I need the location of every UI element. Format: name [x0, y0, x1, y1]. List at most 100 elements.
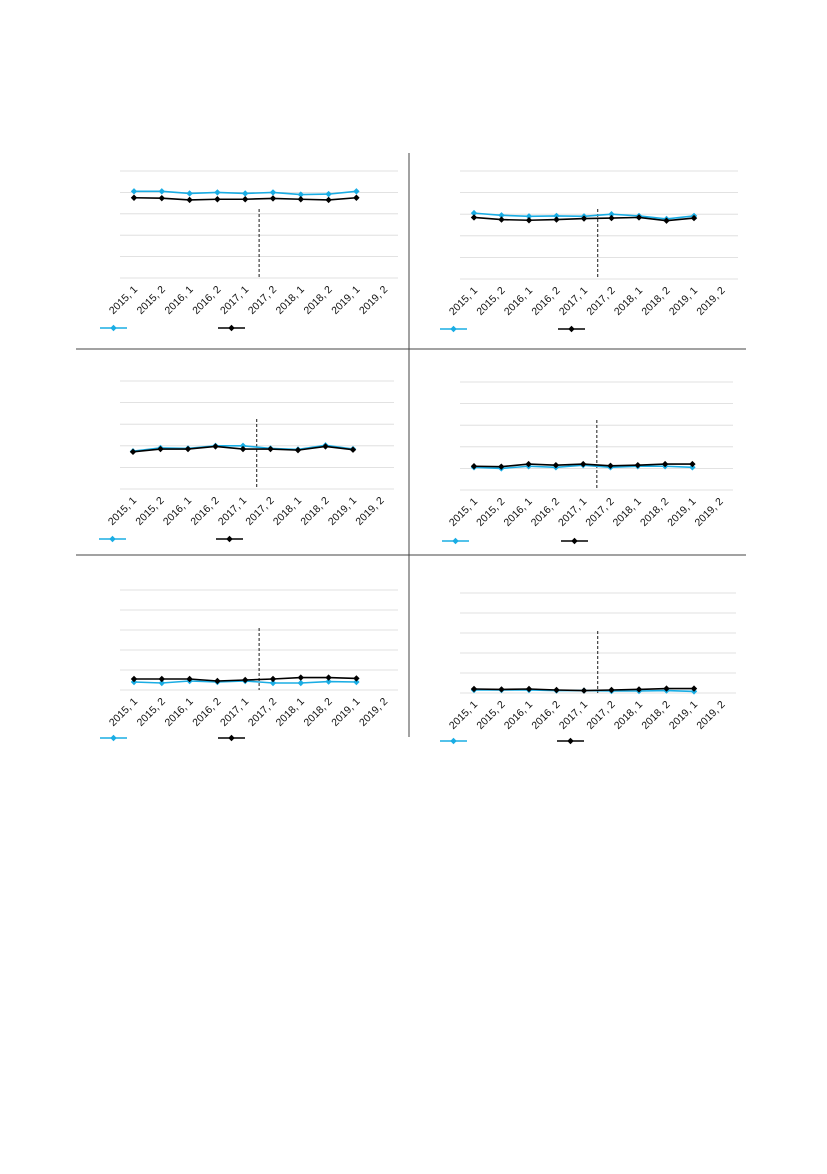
series-b-point-2 [498, 216, 505, 223]
series-b-point-5 [580, 460, 587, 468]
legend-swatch-a-marker [450, 737, 457, 745]
x-tick-label-2: 2015, 2 [474, 699, 507, 732]
x-tick-label-4: 2016, 2 [529, 699, 562, 732]
legend-swatch-b-marker [571, 537, 578, 545]
series-a-point-2 [158, 679, 165, 687]
series-b-point-9 [353, 675, 360, 682]
x-tick-label-8: 2018, 2 [639, 699, 672, 732]
x-tick-label-7: 2018, 1 [612, 699, 645, 732]
x-tick-label-6: 2017, 2 [246, 284, 279, 317]
x-tick-label-4: 2016, 2 [188, 495, 221, 528]
legend-swatch-b-marker [228, 324, 235, 332]
series-b-point-1 [470, 685, 478, 693]
series-b-point-4 [552, 461, 560, 469]
series-b-point-4 [214, 196, 221, 203]
series-b-point-4 [553, 686, 560, 694]
series-b-point-8 [325, 196, 332, 204]
x-tick-label-7: 2018, 1 [274, 696, 307, 729]
series-b-point-9 [689, 460, 696, 468]
x-tick-label-3: 2016, 1 [161, 495, 194, 528]
x-tick-label-5: 2017, 1 [218, 696, 251, 729]
x-tick-label-10: 2019, 2 [357, 284, 390, 317]
x-tick-label-1: 2015, 1 [107, 284, 140, 317]
x-tick-label-10: 2019, 2 [357, 696, 390, 729]
legend-swatch-b-marker [567, 737, 574, 745]
x-tick-label-4: 2016, 2 [529, 496, 562, 529]
x-tick-label-5: 2017, 1 [216, 495, 249, 528]
x-tick-label-3: 2016, 1 [501, 496, 534, 529]
x-tick-label-5: 2017, 1 [218, 284, 251, 317]
series-a-point-9 [353, 188, 360, 195]
series-b-point-5 [242, 196, 249, 203]
series-a-point-4 [214, 189, 221, 196]
series-b-point-8 [322, 443, 329, 450]
x-tick-label-5: 2017, 1 [557, 285, 590, 318]
legend-swatch-b-marker [228, 734, 235, 742]
series-b-point-9 [690, 685, 698, 692]
x-tick-label-8: 2018, 2 [301, 696, 334, 729]
series-b-point-8 [663, 685, 670, 692]
series-b-point-4 [214, 677, 221, 685]
series-b-point-8 [663, 217, 670, 224]
x-tick-label-6: 2017, 2 [246, 696, 279, 729]
series-b-point-9 [349, 446, 357, 453]
series-a-point-8 [325, 190, 332, 198]
x-tick-label-7: 2018, 1 [611, 496, 644, 529]
x-tick-label-6: 2017, 2 [584, 699, 617, 732]
x-tick-label-6: 2017, 2 [583, 496, 616, 529]
x-tick-label-7: 2018, 1 [612, 285, 645, 318]
series-b-point-4 [212, 443, 219, 450]
series-a-point-6 [608, 211, 615, 218]
x-tick-label-9: 2019, 1 [329, 696, 362, 729]
x-tick-label-9: 2019, 1 [665, 496, 698, 529]
legend-swatch-a-marker [450, 325, 457, 333]
series-b-point-2 [158, 194, 165, 202]
x-tick-label-2: 2015, 2 [474, 285, 507, 318]
series-b-point-8 [661, 460, 669, 468]
series-b-point-7 [294, 446, 302, 454]
x-tick-label-8: 2018, 2 [639, 285, 672, 318]
x-tick-label-3: 2016, 1 [162, 284, 195, 317]
series-a-point-8 [325, 678, 332, 685]
series-b-point-2 [157, 445, 164, 453]
x-tick-label-4: 2016, 2 [190, 284, 223, 317]
series-a-point-2 [498, 212, 505, 219]
x-tick-label-5: 2017, 1 [556, 496, 589, 529]
series-b-point-9 [353, 194, 360, 201]
x-tick-label-8: 2018, 2 [638, 496, 671, 529]
series-a-point-7 [297, 191, 304, 198]
x-tick-label-6: 2017, 2 [243, 495, 276, 528]
series-b-point-2 [498, 686, 505, 693]
x-tick-label-9: 2019, 1 [667, 285, 700, 318]
series-b-point-1 [130, 675, 138, 683]
series-a-point-3 [525, 213, 533, 220]
x-tick-label-10: 2019, 2 [694, 699, 727, 732]
series-b-point-1 [130, 194, 138, 201]
series-b-point-1 [129, 448, 137, 456]
x-tick-label-1: 2015, 1 [447, 496, 480, 529]
legend-swatch-b-marker [226, 535, 233, 543]
x-tick-label-1: 2015, 1 [447, 285, 480, 318]
series-b-point-5 [580, 687, 588, 694]
series-a-point-9 [689, 464, 696, 471]
series-b-point-9 [690, 214, 698, 222]
series-b-point-8 [325, 674, 332, 681]
series-a-point-1 [470, 209, 478, 217]
series-b-point-7 [297, 196, 304, 203]
legend-swatch-a-marker [110, 734, 117, 742]
series-a-point-4 [553, 212, 560, 220]
legend-swatch-a-marker [110, 324, 117, 332]
series-b-point-3 [184, 445, 192, 453]
series-b-point-6 [608, 686, 615, 694]
series-b-point-5 [239, 445, 247, 453]
x-tick-label-2: 2015, 2 [474, 496, 507, 529]
x-tick-label-8: 2018, 2 [298, 495, 331, 528]
x-tick-label-9: 2019, 1 [326, 495, 359, 528]
x-tick-label-10: 2019, 2 [353, 495, 386, 528]
series-b-point-6 [269, 195, 277, 202]
